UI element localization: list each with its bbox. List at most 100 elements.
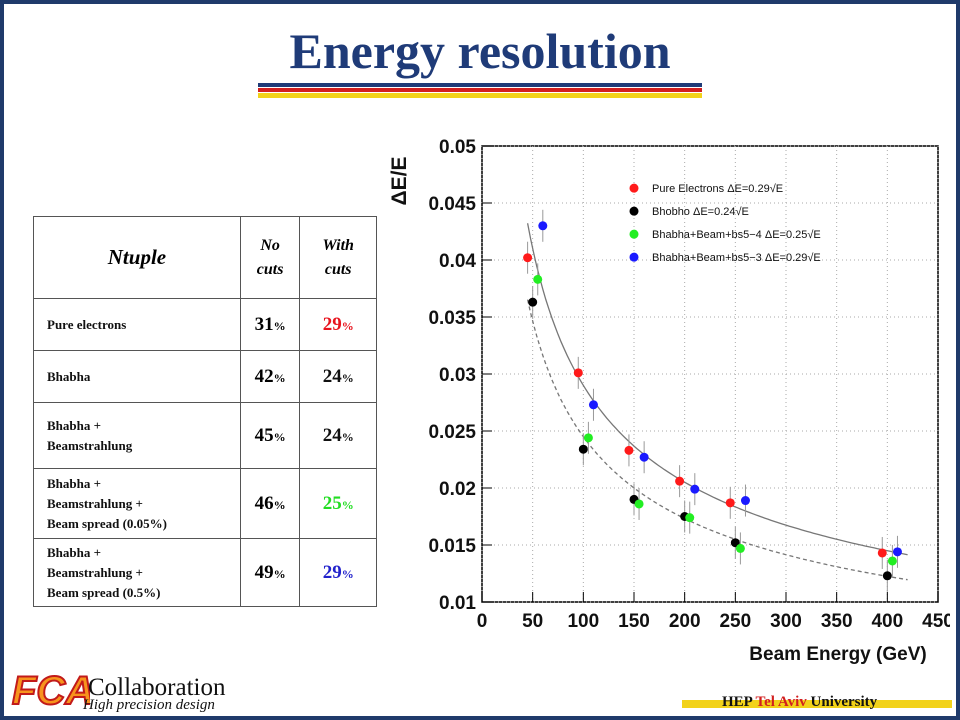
with-cuts-value: 24% (299, 350, 377, 403)
fcal-logo-text: FCAL (12, 669, 90, 713)
x-tick-label: 100 (567, 611, 599, 632)
y-tick-label: 0.02 (439, 479, 476, 500)
row-label-line: Bhabha + (47, 544, 102, 560)
data-point (887, 556, 897, 566)
with-cuts-number: 24 (322, 424, 342, 446)
table-row: Bhabha + Beamstrahlung + Beam spread (0.… (33, 468, 377, 539)
data-point (735, 543, 745, 553)
with-cuts-value: 29% (299, 298, 377, 351)
legend-label: Pure Electrons ΔE=0.29√E (652, 183, 783, 195)
y-tick-label: 0.015 (428, 536, 476, 557)
institution: HEP Tel Aviv University (722, 694, 877, 711)
header-no-cuts-line1: No (260, 236, 280, 254)
table-row: Pure electrons 31% 29% (33, 298, 377, 351)
institution-tel-aviv: Tel Aviv (755, 694, 807, 710)
data-point (578, 444, 588, 454)
data-point (639, 452, 649, 462)
unit: % (273, 566, 286, 581)
data-point (685, 513, 695, 523)
legend-marker (629, 206, 639, 216)
no-cuts-number: 31 (254, 313, 274, 335)
x-tick-label: 250 (719, 611, 751, 632)
x-tick-label: 350 (821, 611, 853, 632)
no-cuts-number: 49 (254, 561, 274, 583)
data-point (725, 498, 735, 508)
row-label-line: Beam spread (0.05%) (47, 515, 168, 531)
no-cuts-number: 45 (254, 424, 274, 446)
data-point (583, 433, 593, 443)
table-row: Bhabha + Beamstrahlung + Beam spread (0.… (33, 538, 377, 607)
data-point (690, 484, 700, 494)
row-label: Bhabha (33, 350, 241, 403)
x-tick-label: 300 (770, 611, 802, 632)
data-point (528, 297, 538, 307)
data-point (533, 274, 543, 284)
data-point (573, 368, 583, 378)
tagline: High precision design (83, 697, 215, 713)
legend-label: Bhabha+Beam+bs5−4 ΔE=0.25√E (652, 229, 821, 241)
header-no-cuts-line2: cuts (256, 260, 284, 278)
data-point (588, 400, 598, 410)
x-tick-label: 150 (618, 611, 650, 632)
header-with-cuts-line1: With (322, 236, 354, 254)
no-cuts-value: 45% (239, 402, 301, 469)
table-header-row: Ntuple No cuts With cuts (33, 216, 377, 299)
row-label-line: Beamstrahlung (47, 437, 133, 453)
data-point (624, 445, 634, 455)
data-point (882, 571, 892, 581)
footer-bar (682, 700, 952, 708)
row-label: Pure electrons (33, 298, 241, 351)
header-ntuple: Ntuple (33, 216, 241, 299)
y-tick-label: 0.05 (439, 137, 476, 158)
with-cuts-number: 25 (322, 492, 342, 514)
y-axis-label: ΔE/E (388, 157, 411, 206)
legend-marker (629, 252, 639, 262)
x-axis-label: Beam Energy (GeV) (749, 644, 926, 665)
x-tick-label: 50 (522, 611, 543, 632)
ntuple-table: Ntuple No cuts With cuts Pure electrons … (33, 216, 377, 607)
data-point (538, 221, 548, 231)
legend-label: Bhobho ΔE=0.24√E (652, 206, 749, 218)
row-label: Bhabha + Beamstrahlung (33, 402, 241, 469)
unit: % (273, 497, 286, 512)
legend-marker (629, 229, 639, 239)
unit: % (341, 370, 354, 385)
no-cuts-value: 42% (239, 350, 301, 403)
no-cuts-value: 46% (239, 468, 301, 539)
row-label-line: Bhabha (47, 368, 91, 384)
with-cuts-value: 29% (299, 538, 377, 607)
y-tick-label: 0.035 (428, 308, 476, 329)
institution-hep: HEP (722, 694, 756, 710)
unit: % (341, 318, 354, 333)
y-tick-label: 0.04 (439, 251, 476, 272)
row-label-line: Beamstrahlung + (47, 495, 143, 511)
data-point (675, 476, 685, 486)
x-tick-label: 0 (477, 611, 488, 632)
x-tick-label: 200 (669, 611, 701, 632)
no-cuts-number: 42 (254, 365, 274, 387)
x-tick-label: 450 (922, 611, 950, 632)
y-tick-label: 0.01 (439, 593, 476, 614)
data-point (634, 499, 644, 509)
table-row: Bhabha + Beamstrahlung 45% 24% (33, 402, 377, 469)
data-point (523, 253, 533, 263)
x-tick-label: 400 (871, 611, 903, 632)
header-with-cuts-line2: cuts (324, 260, 352, 278)
table-row: Bhabha 42% 24% (33, 350, 377, 403)
data-point (740, 496, 750, 506)
y-tick-label: 0.045 (428, 194, 476, 215)
row-label-line: Bhabha + (47, 475, 102, 491)
title-underline-yellow (258, 93, 702, 98)
collaboration-label: Collaboration (88, 674, 226, 701)
legend-marker (629, 183, 639, 193)
title-underline-red (258, 88, 702, 92)
with-cuts-value: 25% (299, 468, 377, 539)
header-with-cuts: With cuts (299, 216, 377, 299)
no-cuts-value: 49% (239, 538, 301, 607)
row-label: Bhabha + Beamstrahlung + Beam spread (0.… (33, 538, 241, 607)
with-cuts-number: 29 (322, 313, 342, 335)
unit: % (341, 429, 354, 444)
row-label: Bhabha + Beamstrahlung + Beam spread (0.… (33, 468, 241, 539)
legend-label: Bhabha+Beam+bs5−3 ΔE=0.29√E (652, 252, 821, 264)
